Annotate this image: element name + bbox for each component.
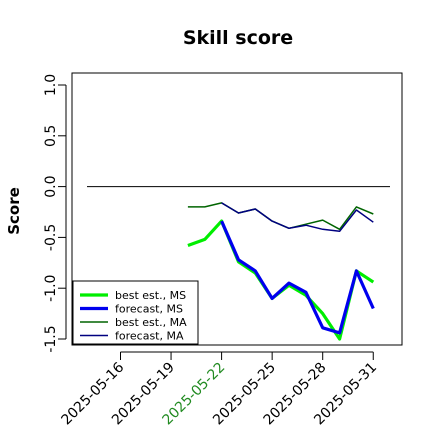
y-tick-label: -1.5 <box>43 325 59 352</box>
legend-label: best est., MA <box>115 316 187 329</box>
y-tick-label: -0.5 <box>43 224 59 251</box>
series-line <box>221 202 374 233</box>
y-axis: 1.0 0.5 0.0 -0.5 -1.0 -1.5 <box>43 74 67 353</box>
legend-box <box>72 280 199 345</box>
legend-label: forecast, MA <box>115 329 184 342</box>
x-axis: 2025-05-162025-05-192025-05-222025-05-25… <box>58 351 380 428</box>
plot-area <box>87 186 390 341</box>
y-tick-label: 1.0 <box>43 74 59 96</box>
legend-label: best est., MS <box>115 289 186 302</box>
series-line <box>220 220 375 335</box>
y-axis-label: Score <box>5 187 23 235</box>
series-line <box>187 219 375 341</box>
legend-label: forecast, MS <box>115 302 183 315</box>
y-tick-label: 0.5 <box>43 125 59 147</box>
y-tick-label: -1.0 <box>43 275 59 302</box>
chart-title: Skill score <box>183 27 293 49</box>
y-tick-label: 0.0 <box>43 175 59 197</box>
plot-frame <box>71 72 403 346</box>
